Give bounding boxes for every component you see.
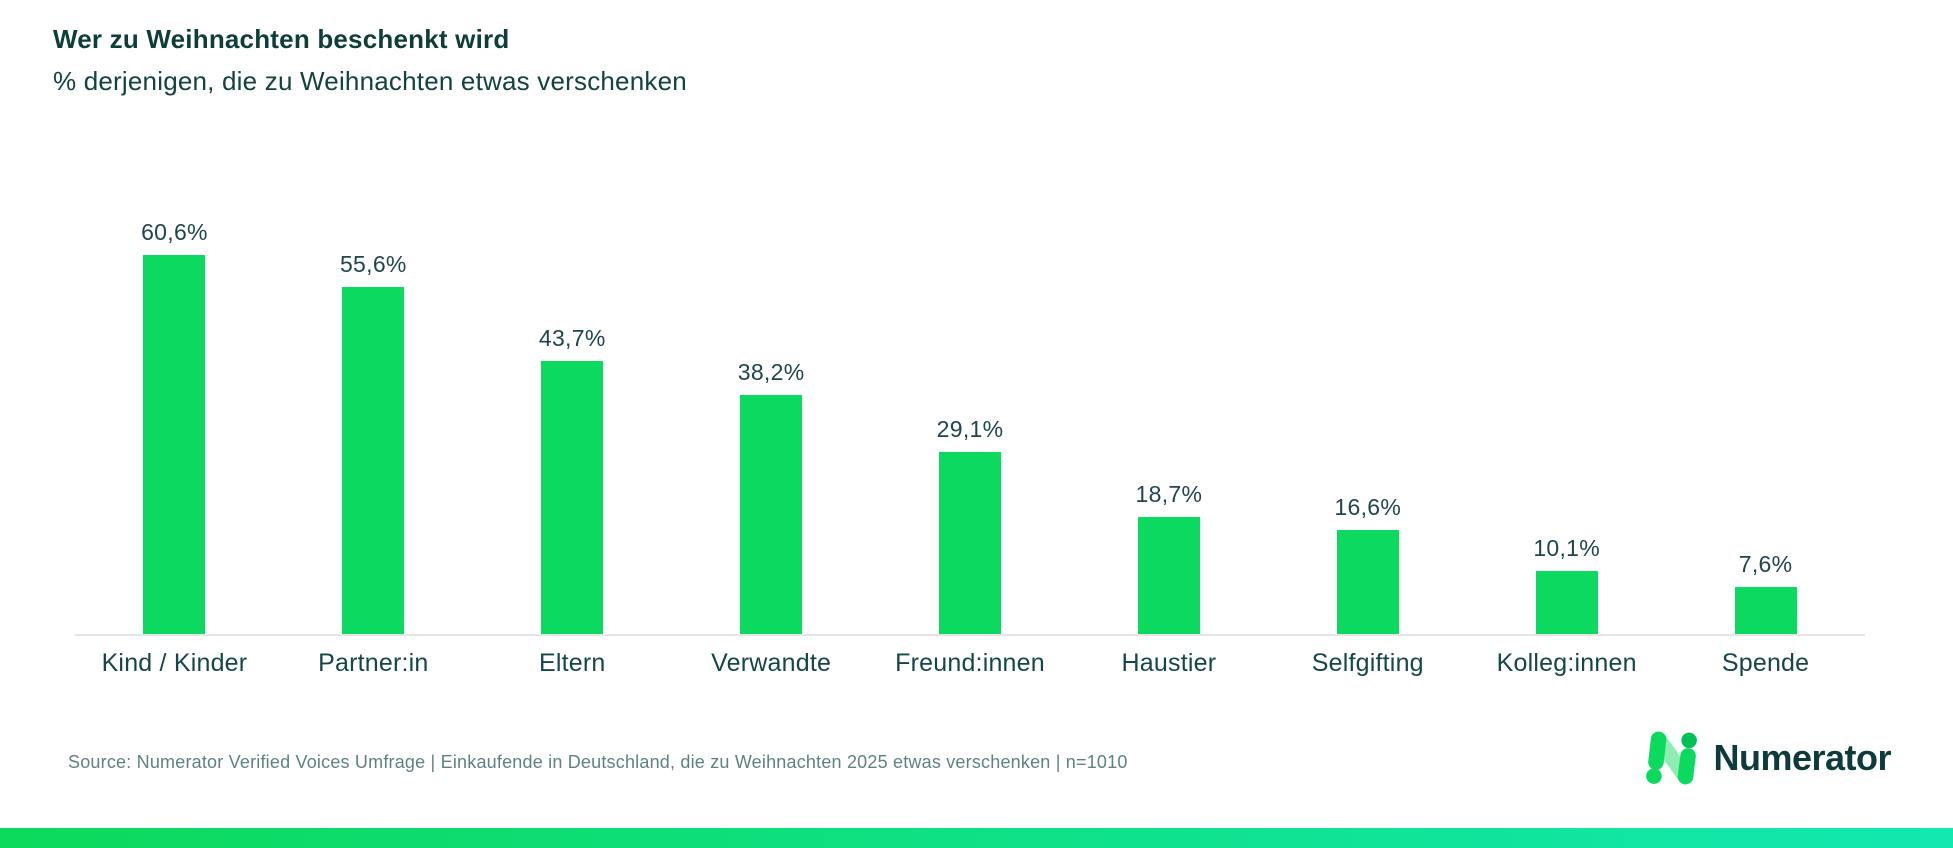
- bar-category-label: Freund:innen: [895, 649, 1045, 677]
- bar: [1137, 517, 1200, 634]
- bar: [342, 286, 405, 634]
- bottom-accent-bar: [0, 828, 1953, 848]
- bar-category-label: Verwandte: [711, 649, 832, 677]
- bar-chart: 60,6% 55,6% 43,7% 38,2% 29,1% 18,7% 16,6% 10,1%…: [75, 154, 1865, 678]
- bar-value-label: 60,6%: [141, 219, 208, 246]
- bar-value-label: 18,7%: [1135, 481, 1203, 508]
- bar-value-label: 7,6%: [1738, 550, 1793, 577]
- bar-category-label: Kind / Kinder: [101, 649, 248, 677]
- bar-column: 43,7%: [473, 325, 672, 634]
- page-subtitle: % derjenigen, die zu Weihnachten etwas v…: [53, 66, 687, 96]
- bar: [1535, 570, 1598, 634]
- bar: [143, 255, 206, 634]
- numerator-n-icon: [1646, 731, 1698, 785]
- plot-area: 60,6% 55,6% 43,7% 38,2% 29,1% 18,7% 16,6% 10,1%…: [75, 154, 1865, 636]
- numerator-logo-wordmark: Numerator: [1713, 737, 1891, 778]
- bar-value-label: 43,7%: [538, 324, 606, 351]
- bar-value-label: 16,6%: [1334, 494, 1402, 521]
- category-labels-row: Kind / Kinder Partner:in Eltern Verwandte Fr…: [75, 649, 1865, 678]
- bar: [541, 360, 604, 634]
- bar-column: 60,6%: [75, 219, 274, 634]
- bar: [740, 395, 803, 634]
- bar-column: 16,6%: [1268, 494, 1467, 634]
- bar-category-label: Partner:in: [318, 649, 429, 677]
- bar-category-label: Spende: [1721, 649, 1810, 677]
- bar: [1336, 530, 1399, 634]
- bar: [1734, 586, 1797, 634]
- bar-column: 38,2%: [672, 359, 871, 634]
- page-title: Wer zu Weihnachten beschenkt wird: [53, 24, 510, 54]
- bar-value-label: 10,1%: [1533, 534, 1601, 561]
- bar-column: 55,6%: [274, 250, 473, 634]
- bar-value-label: 55,6%: [339, 250, 407, 277]
- chart-header: Wer zu Weihnachten beschenkt wird % derj…: [53, 24, 687, 97]
- bar-category-label: Selfgifting: [1311, 649, 1424, 677]
- bar-column: 10,1%: [1467, 535, 1666, 634]
- source-text: Source: Numerator Verified Voices Umfrag…: [68, 752, 1128, 772]
- bar-category-label: Eltern: [538, 649, 606, 677]
- bar-category-label: Haustier: [1121, 649, 1217, 677]
- bar-value-label: 38,2%: [737, 359, 805, 386]
- bar-column: 18,7%: [1069, 481, 1268, 634]
- bar-column: 29,1%: [871, 416, 1070, 634]
- numerator-logo: Numerator: [1642, 728, 1891, 788]
- bar-value-label: 29,1%: [936, 416, 1004, 443]
- bar-category-label: Kolleg:innen: [1496, 649, 1637, 677]
- bar-column: 7,6%: [1666, 550, 1865, 634]
- bar: [939, 452, 1001, 634]
